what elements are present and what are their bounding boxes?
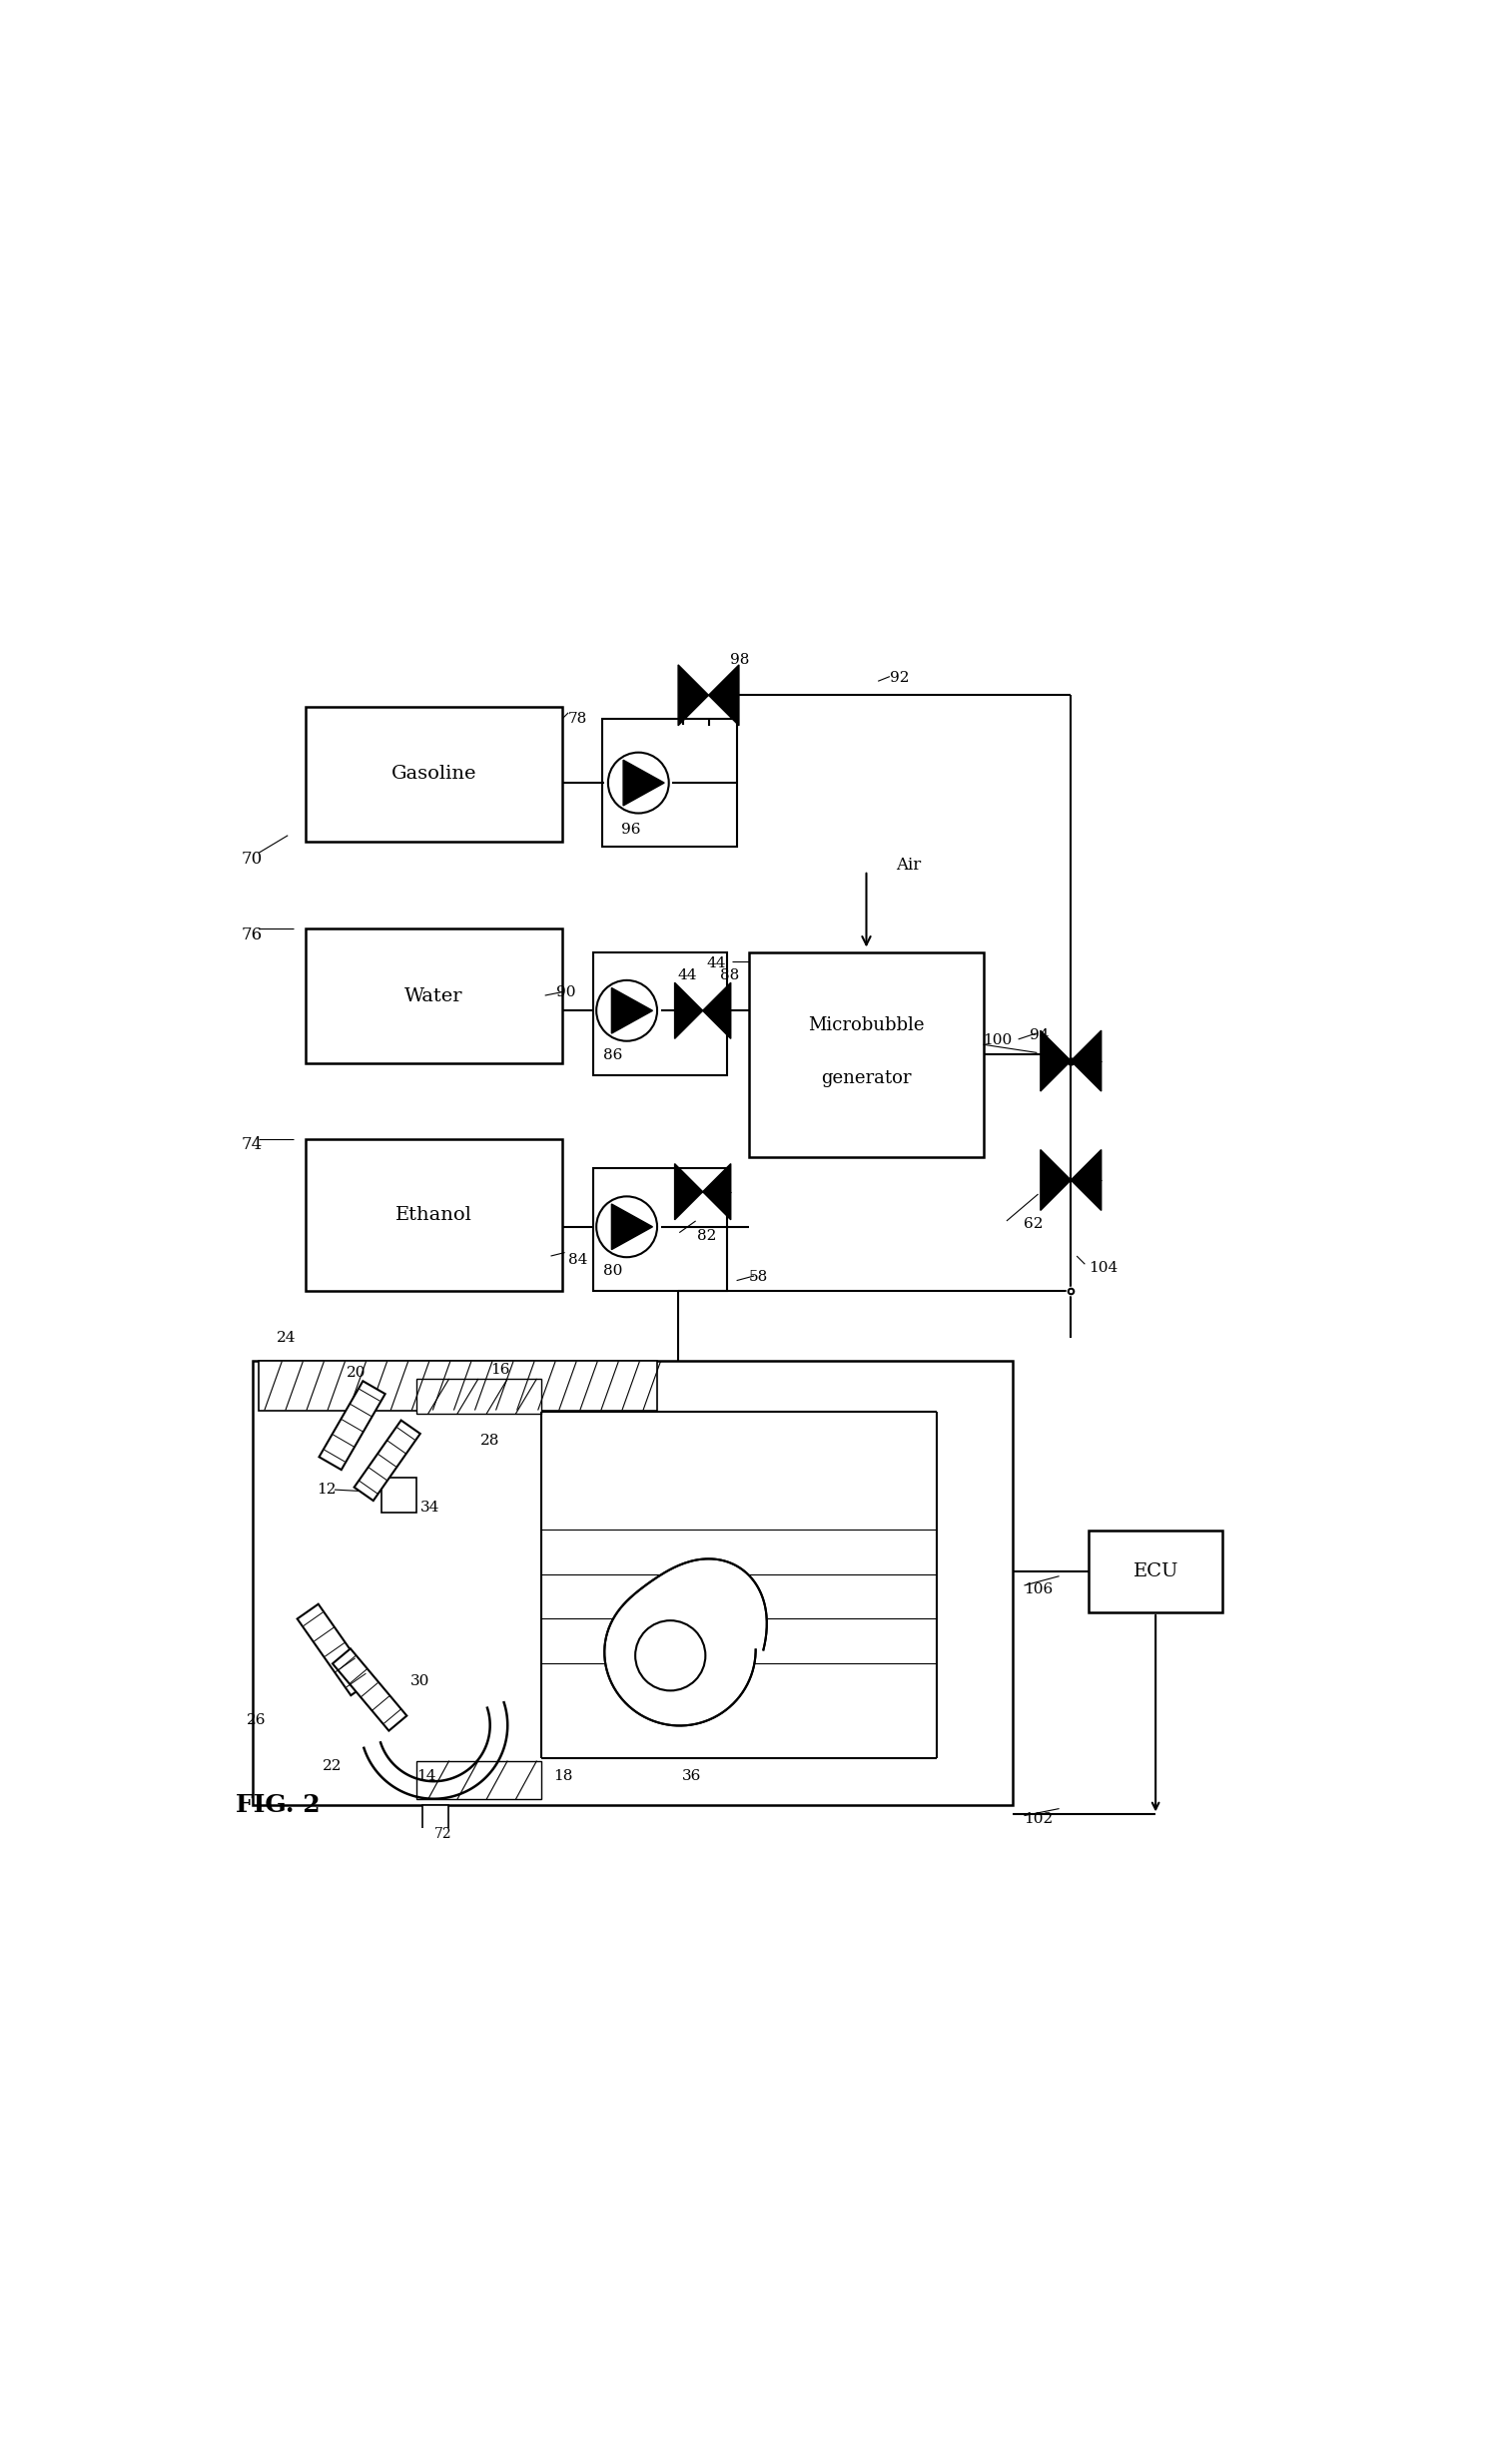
Text: 82: 82 — [697, 1230, 716, 1244]
Text: 18: 18 — [553, 1769, 573, 1784]
Text: 88: 88 — [721, 968, 739, 983]
Text: 76: 76 — [241, 926, 262, 944]
Bar — [593, 951, 727, 1074]
Text: 46: 46 — [372, 1466, 392, 1478]
Text: 70: 70 — [241, 850, 262, 867]
Text: 62: 62 — [1024, 1217, 1044, 1232]
Text: 26: 26 — [247, 1712, 267, 1727]
Bar — [416, 1380, 541, 1414]
Text: 90: 90 — [556, 986, 576, 998]
Circle shape — [596, 981, 657, 1040]
Polygon shape — [703, 983, 731, 1040]
Circle shape — [596, 1198, 657, 1257]
Text: 44: 44 — [677, 968, 697, 983]
Text: Ethanol: Ethanol — [395, 1205, 472, 1225]
Polygon shape — [297, 1604, 372, 1695]
Text: Water: Water — [404, 988, 463, 1005]
Text: 44: 44 — [707, 956, 727, 971]
Bar — [593, 1168, 727, 1291]
Text: Gasoline: Gasoline — [391, 766, 477, 784]
Polygon shape — [703, 1163, 731, 1220]
Bar — [1089, 1530, 1223, 1611]
Polygon shape — [1071, 1030, 1101, 1092]
Text: Microbubble: Microbubble — [808, 1015, 924, 1035]
Text: FIG. 2: FIG. 2 — [235, 1794, 320, 1816]
Bar — [305, 707, 562, 840]
Circle shape — [608, 752, 670, 813]
Polygon shape — [674, 1163, 703, 1220]
Text: 36: 36 — [682, 1769, 701, 1784]
Text: 96: 96 — [621, 823, 641, 838]
Bar — [253, 1360, 1012, 1806]
Text: 106: 106 — [1024, 1582, 1053, 1597]
Polygon shape — [1071, 1151, 1101, 1210]
Text: 74: 74 — [241, 1136, 262, 1153]
Text: 12: 12 — [317, 1483, 336, 1496]
Text: Air: Air — [896, 855, 921, 872]
Text: 72: 72 — [434, 1828, 451, 1841]
Text: 24: 24 — [276, 1331, 296, 1345]
Bar — [749, 951, 983, 1156]
Text: 14: 14 — [416, 1769, 436, 1784]
Polygon shape — [1041, 1151, 1071, 1210]
Bar — [305, 1138, 562, 1291]
Polygon shape — [679, 665, 709, 724]
Text: 30: 30 — [410, 1673, 430, 1688]
Circle shape — [635, 1621, 706, 1690]
Text: 22: 22 — [323, 1759, 342, 1772]
Polygon shape — [320, 1380, 385, 1471]
Text: 86: 86 — [603, 1047, 623, 1062]
Polygon shape — [333, 1648, 407, 1730]
Text: 28: 28 — [481, 1434, 501, 1446]
Polygon shape — [612, 988, 653, 1032]
Text: 100: 100 — [983, 1032, 1012, 1047]
Polygon shape — [709, 665, 739, 724]
Polygon shape — [674, 983, 703, 1040]
Polygon shape — [623, 759, 665, 806]
Text: 16: 16 — [490, 1363, 510, 1377]
Bar — [416, 1762, 541, 1799]
Text: 58: 58 — [748, 1269, 768, 1284]
Bar — [382, 1478, 416, 1513]
Text: 102: 102 — [1024, 1811, 1053, 1826]
Text: 80: 80 — [603, 1264, 623, 1279]
Bar — [259, 1360, 657, 1409]
Text: generator: generator — [822, 1069, 911, 1087]
Text: 32: 32 — [727, 1597, 746, 1609]
Polygon shape — [612, 1205, 653, 1249]
Bar — [305, 929, 562, 1064]
Text: 92: 92 — [890, 670, 909, 685]
Polygon shape — [354, 1419, 421, 1501]
Text: 84: 84 — [569, 1252, 588, 1266]
Bar — [422, 1806, 448, 1833]
Polygon shape — [605, 1560, 766, 1725]
Bar — [602, 719, 736, 848]
Text: 78: 78 — [569, 712, 588, 724]
Text: 20: 20 — [347, 1365, 366, 1380]
Text: 98: 98 — [730, 653, 749, 668]
Text: ECU: ECU — [1133, 1562, 1178, 1579]
Text: 34: 34 — [419, 1501, 439, 1515]
Polygon shape — [1041, 1030, 1071, 1092]
Text: 104: 104 — [1089, 1262, 1117, 1274]
Text: 94: 94 — [1030, 1030, 1050, 1042]
